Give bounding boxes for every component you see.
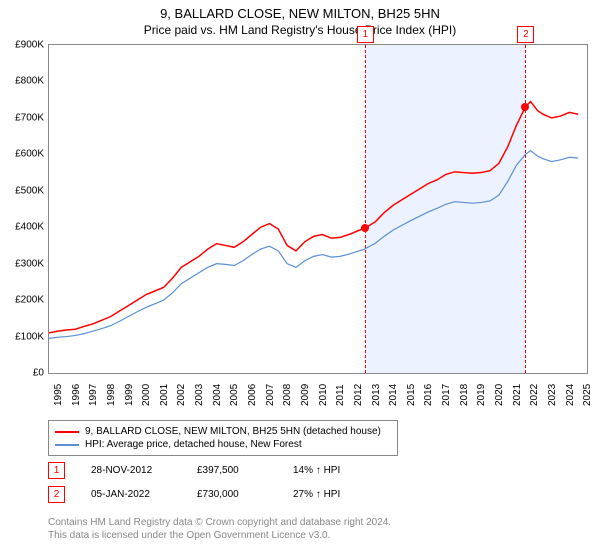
legend-item: 9, BALLARD CLOSE, NEW MILTON, BH25 5HN (… bbox=[55, 425, 391, 438]
x-tick-label: 2012 bbox=[353, 384, 364, 406]
x-tick-label: 2010 bbox=[318, 384, 329, 406]
marker-vline bbox=[525, 45, 526, 373]
legend-label: 9, BALLARD CLOSE, NEW MILTON, BH25 5HN (… bbox=[85, 426, 381, 437]
marker-vline bbox=[365, 45, 366, 373]
x-tick-label: 1995 bbox=[53, 384, 64, 406]
x-tick-label: 1996 bbox=[71, 384, 82, 406]
x-tick-label: 2014 bbox=[388, 384, 399, 406]
legend-label: HPI: Average price, detached house, New … bbox=[85, 439, 302, 450]
marker-label-box: 2 bbox=[517, 26, 534, 43]
marker-dot-icon bbox=[361, 224, 369, 232]
x-tick-label: 2013 bbox=[371, 384, 382, 406]
legend-item: HPI: Average price, detached house, New … bbox=[55, 438, 391, 451]
x-tick-label: 2008 bbox=[282, 384, 293, 406]
x-tick-label: 2019 bbox=[476, 384, 487, 406]
legend-swatch bbox=[55, 444, 79, 446]
transaction-marker-icon: 2 bbox=[48, 486, 65, 503]
x-tick-label: 2007 bbox=[265, 384, 276, 406]
data-series-line bbox=[49, 101, 578, 332]
plot-area bbox=[48, 44, 588, 374]
footer-line: Contains HM Land Registry data © Crown c… bbox=[48, 516, 391, 529]
chart-subtitle: Price paid vs. HM Land Registry's House … bbox=[0, 21, 600, 37]
x-tick-label: 2003 bbox=[194, 384, 205, 406]
y-tick-label: £300K bbox=[0, 258, 44, 269]
y-tick-label: £800K bbox=[0, 76, 44, 87]
transaction-date: 05-JAN-2022 bbox=[91, 489, 171, 500]
x-tick-label: 2025 bbox=[582, 384, 593, 406]
chart-container: 9, BALLARD CLOSE, NEW MILTON, BH25 5HN P… bbox=[0, 0, 600, 560]
x-tick-label: 2005 bbox=[229, 384, 240, 406]
line-chart-svg bbox=[49, 45, 587, 373]
footer-text: Contains HM Land Registry data © Crown c… bbox=[48, 516, 391, 542]
footer-line: This data is licensed under the Open Gov… bbox=[48, 529, 391, 542]
x-tick-label: 1998 bbox=[106, 384, 117, 406]
x-tick-label: 1999 bbox=[124, 384, 135, 406]
legend-swatch bbox=[55, 431, 79, 433]
x-tick-label: 2001 bbox=[159, 384, 170, 406]
x-tick-label: 2016 bbox=[423, 384, 434, 406]
x-tick-label: 2021 bbox=[512, 384, 523, 406]
transaction-row: 1 28-NOV-2012 £397,500 14% ↑ HPI bbox=[48, 462, 340, 479]
y-tick-label: £400K bbox=[0, 222, 44, 233]
x-tick-label: 2009 bbox=[300, 384, 311, 406]
x-tick-label: 2006 bbox=[247, 384, 258, 406]
transaction-marker-icon: 1 bbox=[48, 462, 65, 479]
y-tick-label: £500K bbox=[0, 185, 44, 196]
transaction-price: £397,500 bbox=[197, 465, 267, 476]
x-tick-label: 2020 bbox=[494, 384, 505, 406]
x-tick-label: 2024 bbox=[565, 384, 576, 406]
transaction-delta: 27% ↑ HPI bbox=[293, 489, 340, 500]
transaction-price: £730,000 bbox=[197, 489, 267, 500]
x-tick-label: 2018 bbox=[459, 384, 470, 406]
x-tick-label: 2022 bbox=[529, 384, 540, 406]
chart-title: 9, BALLARD CLOSE, NEW MILTON, BH25 5HN bbox=[0, 0, 600, 21]
marker-dot-icon bbox=[521, 103, 529, 111]
y-tick-label: £600K bbox=[0, 149, 44, 160]
x-tick-label: 2017 bbox=[441, 384, 452, 406]
x-tick-label: 2015 bbox=[406, 384, 417, 406]
transaction-delta: 14% ↑ HPI bbox=[293, 465, 340, 476]
legend: 9, BALLARD CLOSE, NEW MILTON, BH25 5HN (… bbox=[48, 420, 398, 456]
x-tick-label: 2002 bbox=[176, 384, 187, 406]
y-tick-label: £100K bbox=[0, 331, 44, 342]
y-tick-label: £0 bbox=[0, 368, 44, 379]
x-tick-label: 2000 bbox=[141, 384, 152, 406]
y-tick-label: £900K bbox=[0, 40, 44, 51]
x-tick-label: 2023 bbox=[547, 384, 558, 406]
x-tick-label: 2011 bbox=[335, 384, 346, 406]
x-tick-label: 1997 bbox=[88, 384, 99, 406]
marker-label-box: 1 bbox=[357, 26, 374, 43]
transaction-row: 2 05-JAN-2022 £730,000 27% ↑ HPI bbox=[48, 486, 340, 503]
y-tick-label: £700K bbox=[0, 112, 44, 123]
y-tick-label: £200K bbox=[0, 295, 44, 306]
transaction-date: 28-NOV-2012 bbox=[91, 465, 171, 476]
x-tick-label: 2004 bbox=[212, 384, 223, 406]
data-series-line bbox=[49, 151, 578, 339]
